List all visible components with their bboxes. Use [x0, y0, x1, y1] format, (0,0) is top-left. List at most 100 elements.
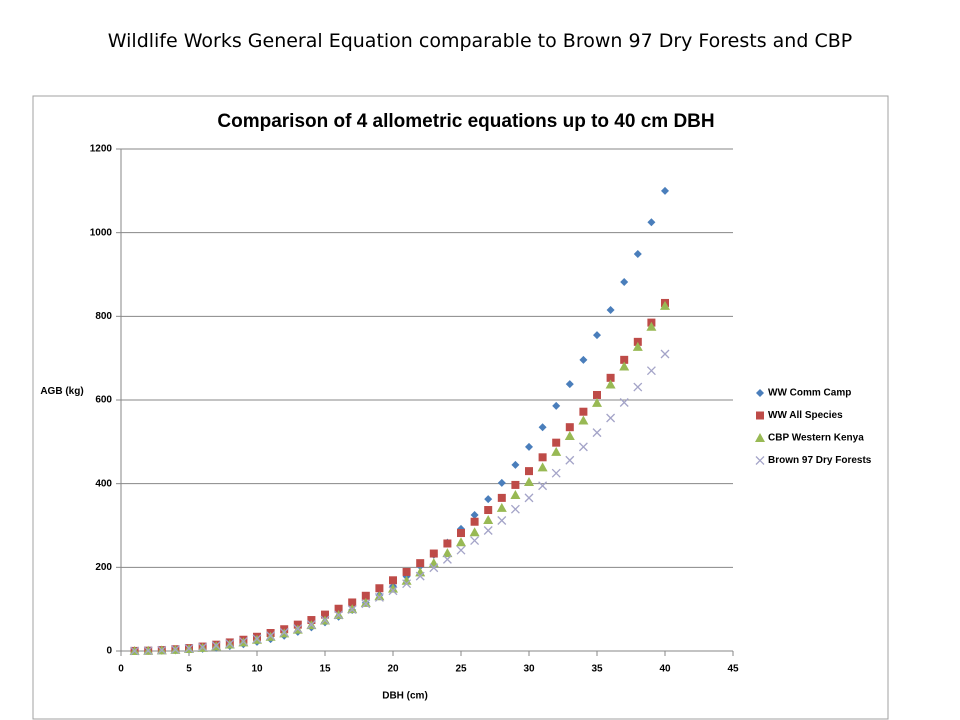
point — [565, 423, 574, 432]
point — [360, 597, 371, 607]
point — [660, 349, 670, 359]
point — [484, 506, 493, 515]
point — [470, 517, 479, 526]
point — [552, 438, 561, 447]
point — [538, 423, 547, 432]
legend-marker — [755, 433, 765, 442]
legend-label: WW Comm Camp — [768, 388, 851, 399]
point — [633, 337, 642, 346]
point — [633, 250, 642, 259]
point — [402, 567, 411, 576]
point — [593, 331, 601, 340]
x-tick-label: 15 — [319, 664, 331, 675]
point — [470, 536, 480, 546]
point — [307, 616, 316, 625]
point — [484, 495, 493, 504]
point — [578, 442, 588, 452]
point — [578, 415, 589, 425]
point — [456, 545, 466, 555]
point — [511, 460, 520, 469]
point — [388, 583, 398, 593]
point — [538, 453, 547, 462]
point — [483, 526, 493, 535]
point — [443, 539, 452, 548]
x-tick-label: 35 — [591, 664, 603, 675]
point — [524, 476, 534, 486]
point — [606, 306, 615, 315]
point — [402, 579, 412, 589]
point — [429, 563, 439, 573]
point — [606, 413, 616, 423]
point — [143, 646, 153, 656]
point — [334, 604, 343, 613]
point — [497, 493, 506, 502]
point — [510, 489, 521, 499]
y-axis-label: AGB (kg) — [40, 386, 84, 397]
point — [552, 401, 561, 410]
point — [442, 548, 453, 558]
point — [619, 398, 629, 407]
point — [321, 610, 329, 619]
legend-marker — [756, 389, 764, 397]
legend-marker — [755, 456, 765, 465]
point — [469, 527, 480, 537]
point — [279, 627, 289, 637]
point — [184, 644, 194, 653]
point — [565, 455, 575, 465]
point — [660, 300, 670, 310]
point — [525, 442, 533, 451]
point — [525, 467, 533, 476]
point — [646, 366, 656, 376]
point — [620, 278, 629, 287]
point — [401, 575, 412, 585]
point — [593, 390, 601, 399]
legend-label: WW All Species — [768, 410, 843, 421]
point — [293, 624, 303, 634]
point — [374, 591, 385, 601]
point — [647, 218, 656, 227]
point — [537, 462, 548, 472]
point — [157, 645, 167, 655]
point — [524, 493, 534, 503]
point — [632, 341, 643, 351]
point — [211, 641, 221, 651]
x-axis-label: DBH (cm) — [382, 691, 428, 702]
point — [661, 186, 669, 195]
point — [497, 478, 506, 487]
point — [170, 645, 180, 654]
point — [646, 321, 657, 331]
point — [605, 379, 616, 389]
point — [375, 584, 384, 593]
x-tick-label: 45 — [727, 664, 739, 675]
chart-frame — [32, 95, 889, 720]
point — [510, 504, 520, 514]
y-tick-label: 200 — [95, 562, 112, 573]
x-tick-label: 25 — [455, 664, 467, 675]
point — [551, 468, 561, 478]
point — [388, 586, 398, 596]
point — [348, 598, 357, 607]
point — [429, 549, 438, 558]
point — [619, 361, 630, 371]
legend-label: CBP Western Kenya — [768, 433, 864, 444]
y-tick-label: 400 — [95, 478, 112, 489]
point — [457, 529, 465, 538]
point — [252, 634, 262, 644]
point — [374, 592, 384, 602]
point — [579, 355, 588, 364]
chart-title: Comparison of 4 allometric equations up … — [217, 111, 714, 132]
point — [606, 373, 615, 382]
slide-title: Wildlife Works General Equation comparab… — [107, 30, 853, 52]
x-tick-label: 10 — [251, 664, 263, 675]
point — [579, 407, 588, 416]
point — [551, 446, 562, 456]
point — [225, 639, 235, 649]
point — [347, 605, 357, 615]
y-tick-label: 600 — [95, 395, 112, 406]
point — [496, 502, 507, 512]
point — [511, 480, 520, 489]
point — [592, 428, 602, 438]
y-tick-label: 1200 — [90, 144, 113, 155]
